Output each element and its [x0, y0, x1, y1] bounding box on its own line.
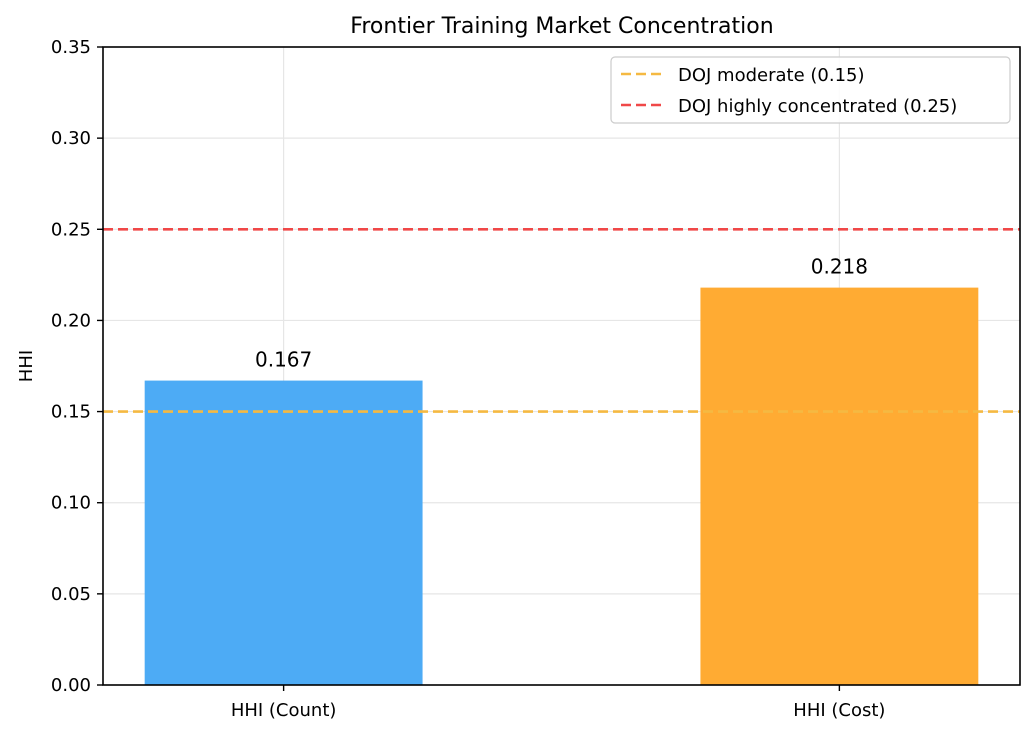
chart-title: Frontier Training Market Concentration [350, 14, 773, 39]
y-tick-label: 0.20 [51, 310, 91, 331]
data-labels: 0.167 0.218 [255, 255, 868, 372]
plot-frame [102, 46, 1021, 686]
y-axis-label: HHI [16, 350, 37, 382]
axes: 0.00 0.05 0.10 0.15 0.20 0.25 0.30 0.35 HHI (Cou… [51, 37, 1021, 721]
y-tick-label: 0.25 [51, 219, 91, 240]
legend: DOJ moderate (0.15) DOJ highly concentrat… [610, 56, 1011, 124]
bar [144, 380, 423, 685]
legend-box [610, 56, 1011, 124]
y-tick-label: 0.35 [51, 37, 91, 58]
bar-value-label: 0.218 [811, 255, 868, 279]
x-tick-label: HHI (Cost) [793, 700, 885, 721]
reference-lines [103, 227, 1020, 413]
y-tick-label: 0.10 [51, 493, 91, 514]
y-tick-label: 0.30 [51, 128, 91, 149]
legend-label: DOJ highly concentrated (0.25) [678, 96, 957, 117]
legend-label: DOJ moderate (0.15) [678, 65, 865, 86]
y-tick-label: 0.00 [51, 675, 91, 696]
y-tick-label: 0.15 [51, 402, 91, 423]
y-tick-label: 0.05 [51, 584, 91, 605]
x-tick-label: HHI (Count) [231, 700, 337, 721]
bars [144, 287, 979, 685]
bar-value-label: 0.167 [255, 348, 312, 372]
bar [700, 287, 979, 685]
